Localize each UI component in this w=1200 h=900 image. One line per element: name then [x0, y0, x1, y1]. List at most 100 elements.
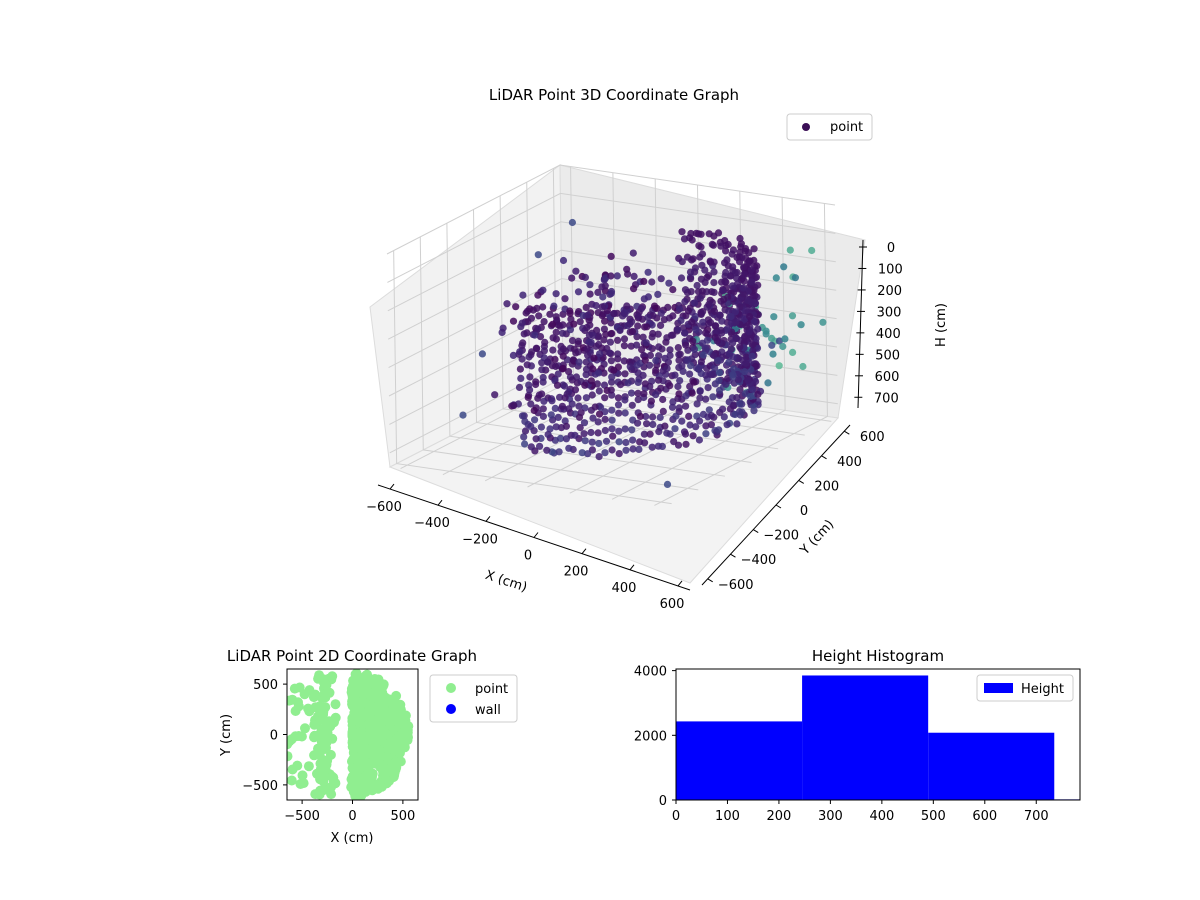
- point-3d: [568, 337, 577, 345]
- point-3d: [705, 406, 713, 414]
- point-3d: [558, 365, 567, 373]
- point-3d: [693, 281, 701, 290]
- point-3d: [722, 268, 730, 277]
- point-2d: [360, 683, 371, 694]
- x-tick-label-hist: 200: [767, 809, 792, 824]
- point-3d: [623, 265, 631, 273]
- point-3d: [629, 436, 637, 444]
- y-tick-label-3d: 200: [814, 479, 839, 494]
- point-2d: [379, 705, 390, 716]
- point-3d: [499, 324, 507, 332]
- point-3d: [607, 319, 615, 327]
- point-3d: [587, 377, 596, 385]
- point-3d: [583, 345, 591, 353]
- point-2d: [381, 751, 392, 762]
- y-tick-label-3d: 400: [837, 455, 862, 470]
- point-3d: [519, 291, 527, 299]
- point-3d: [548, 320, 557, 328]
- point-3d: [586, 281, 594, 289]
- point-3d: [459, 411, 467, 419]
- point-3d: [666, 430, 674, 438]
- point-3d: [614, 401, 623, 409]
- point-3d: [534, 394, 542, 402]
- legend-3d-label: point: [830, 120, 863, 135]
- point-2d: [320, 692, 331, 703]
- point-3d: [746, 334, 755, 343]
- point-3d: [598, 344, 606, 352]
- point-3d: [582, 365, 591, 373]
- point-3d: [717, 326, 725, 334]
- point-3d: [515, 383, 524, 391]
- point-2d: [299, 689, 310, 700]
- point-3d: [572, 267, 580, 275]
- point-3d: [620, 357, 628, 365]
- z-tick-label-3d: 500: [875, 348, 900, 363]
- point-3d: [658, 442, 667, 450]
- point-3d: [551, 355, 559, 363]
- point-3d: [748, 278, 756, 286]
- point-3d: [491, 391, 499, 399]
- point-3d: [634, 322, 642, 330]
- point-3d: [733, 420, 741, 428]
- point-3d: [719, 405, 727, 413]
- point-3d: [620, 335, 629, 343]
- point-3d: [582, 394, 591, 402]
- point-3d: [745, 328, 753, 336]
- point-3d: [724, 374, 732, 383]
- point-3d: [532, 380, 540, 389]
- point-3d: [715, 377, 723, 385]
- point-3d: [643, 323, 651, 331]
- point-3d: [614, 350, 622, 358]
- y-tick-label-2d: 0: [270, 729, 278, 744]
- y-tick-label-2d: 500: [253, 678, 278, 693]
- y-tick-mark-3d: [752, 529, 759, 534]
- point-3d: [750, 245, 758, 253]
- point-3d: [629, 249, 637, 257]
- point-3d: [657, 384, 665, 392]
- point-3d: [568, 400, 576, 408]
- point-3d: [536, 442, 544, 450]
- point-3d: [539, 303, 547, 311]
- point-2d: [287, 695, 295, 706]
- point-3d: [539, 412, 548, 420]
- point-3d: [697, 275, 706, 283]
- point-3d: [598, 283, 606, 291]
- point-3d: [808, 246, 816, 255]
- point-3d: [621, 425, 629, 433]
- point-3d: [634, 396, 642, 404]
- point-3d: [671, 425, 679, 433]
- point-3d: [697, 310, 705, 318]
- point-2d: [298, 778, 309, 789]
- point-2d: [400, 719, 411, 730]
- ticks-histogram: 0 100 200 300 400 500 600 700 0 2000 4000: [634, 665, 1049, 824]
- point-3d: [621, 370, 629, 378]
- x-tick-mark-3d: [533, 532, 539, 538]
- point-3d: [584, 351, 592, 359]
- point-3d: [736, 386, 744, 394]
- point-3d: [595, 410, 604, 418]
- point-3d: [590, 354, 598, 362]
- point-3d: [695, 365, 703, 373]
- point-3d: [780, 263, 788, 271]
- y-tick-mark-3d: [798, 479, 805, 484]
- point-3d: [754, 325, 762, 333]
- point-3d: [669, 286, 677, 294]
- point-3d: [535, 312, 543, 320]
- point-2d: [383, 694, 394, 705]
- point-3d: [705, 320, 713, 328]
- point-3d: [652, 366, 660, 374]
- point-2d: [290, 731, 301, 742]
- point-3d: [575, 413, 584, 421]
- x-tick-label-2d: 0: [348, 809, 356, 824]
- point-3d: [591, 403, 599, 411]
- point-3d: [733, 334, 741, 342]
- point-3d: [637, 305, 646, 313]
- point-3d: [770, 313, 778, 321]
- point-3d: [740, 270, 748, 279]
- histogram-frame: [675, 668, 1081, 801]
- point-3d: [746, 313, 754, 321]
- point-3d: [530, 406, 538, 415]
- point-3d: [657, 309, 665, 317]
- point-3d: [688, 389, 696, 397]
- plot-3d: LiDAR Point 3D Coordinate Graph −600 −400…: [366, 86, 949, 612]
